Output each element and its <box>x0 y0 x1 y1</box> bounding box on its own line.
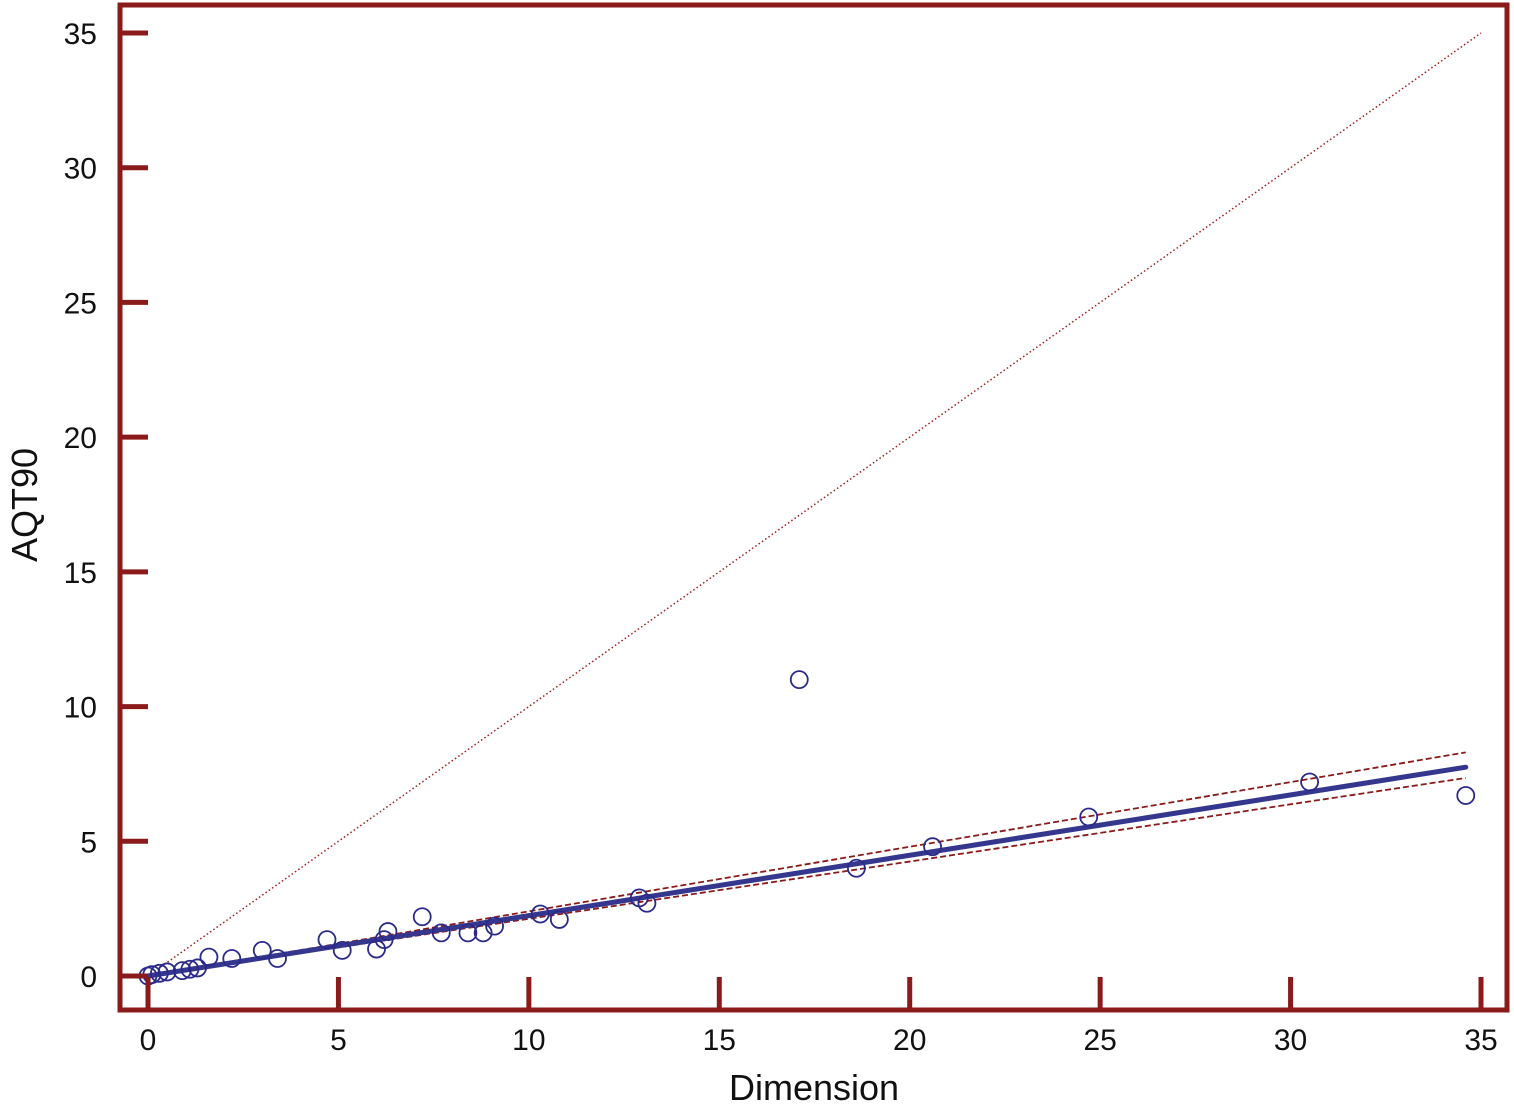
data-point <box>485 916 504 936</box>
y-tick-label: 25 <box>64 287 97 320</box>
x-tick-label: 0 <box>140 1024 157 1057</box>
data-point <box>458 923 478 943</box>
data-point <box>1079 807 1099 827</box>
y-tick-label: 0 <box>80 961 97 994</box>
y-axis-title: AQT90 <box>4 448 45 562</box>
data-point <box>789 670 809 690</box>
data-point <box>846 858 866 878</box>
data-points-layer <box>138 670 1476 986</box>
x-tick-label: 35 <box>1464 1024 1497 1057</box>
identity-line-layer <box>147 32 1482 977</box>
confidence-band-layer <box>147 751 1466 977</box>
identity-line <box>147 32 1482 977</box>
x-tick-label: 25 <box>1083 1024 1116 1057</box>
y-axis-ticks: 0 5 10 15 20 25 30 35 <box>64 18 148 994</box>
data-point <box>317 930 337 950</box>
data-point <box>1300 772 1320 792</box>
x-tick-label: 20 <box>893 1024 926 1057</box>
data-point <box>199 947 219 967</box>
data-point <box>172 961 192 981</box>
data-point <box>530 904 550 924</box>
data-point <box>268 949 287 968</box>
data-point <box>157 962 177 982</box>
x-tick-label: 5 <box>330 1024 347 1057</box>
ci-upper-line <box>147 751 1466 977</box>
data-point <box>332 941 352 960</box>
data-point <box>188 958 207 978</box>
x-tick-label: 15 <box>703 1024 736 1057</box>
data-point <box>637 893 657 913</box>
y-tick-label: 10 <box>64 692 97 725</box>
data-point <box>412 907 432 927</box>
data-point <box>1456 786 1476 805</box>
y-tick-label: 20 <box>64 422 97 455</box>
data-point <box>431 923 451 943</box>
plot-frame <box>117 2 1510 1013</box>
data-point <box>180 959 200 979</box>
data-point <box>222 949 242 968</box>
ci-lower-line <box>147 777 1466 977</box>
x-tick-label: 10 <box>512 1024 545 1057</box>
data-point <box>150 963 169 983</box>
data-point <box>252 941 272 960</box>
data-point <box>378 922 398 941</box>
x-axis-title: Dimension <box>729 1067 899 1108</box>
y-tick-label: 15 <box>64 557 97 590</box>
x-tick-label: 30 <box>1274 1024 1307 1057</box>
data-point <box>549 910 569 929</box>
x-axis-ticks: 0 5 10 15 20 25 30 35 <box>140 977 1498 1057</box>
regression-line-layer <box>145 764 1469 979</box>
y-tick-label: 35 <box>64 18 97 51</box>
data-point <box>923 837 942 857</box>
y-tick-label: 5 <box>80 826 97 859</box>
y-tick-label: 30 <box>64 153 97 186</box>
data-point <box>473 923 493 943</box>
regression-line <box>145 764 1469 979</box>
